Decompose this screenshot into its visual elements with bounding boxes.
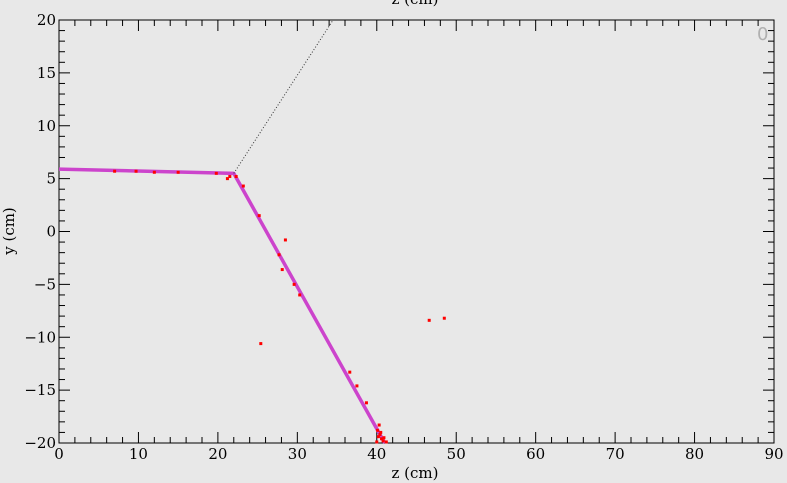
data-layer <box>58 19 446 444</box>
hit-point <box>152 170 156 174</box>
hit-point <box>380 437 384 441</box>
hit-point <box>384 440 388 444</box>
hit-point <box>214 171 218 175</box>
y-tick-label: −15 <box>24 381 56 399</box>
hit-point <box>442 316 446 320</box>
hit-point <box>113 169 117 173</box>
hit-point <box>364 401 368 405</box>
hit-point <box>376 435 380 439</box>
x-tick-label: 80 <box>685 445 704 463</box>
hit-point <box>376 428 380 432</box>
top-axis-title: z (cm) <box>392 0 439 8</box>
axis-ticks <box>58 19 775 444</box>
hit-point <box>259 342 263 346</box>
hit-point <box>257 214 261 218</box>
hit-point <box>427 318 431 322</box>
plot-frame <box>58 19 775 444</box>
x-tick-label: 50 <box>447 445 466 463</box>
hit-point <box>241 184 245 188</box>
y-tick-label: −5 <box>34 275 56 293</box>
hit-point <box>355 384 359 388</box>
hit-point <box>176 170 180 174</box>
y-tick-label: 5 <box>46 170 56 188</box>
y-tick-label: 0 <box>46 223 56 241</box>
axis-labels: 0 10 20 30 40 50 60 70 80 90 −20 −15 −10 −5 0 5 10 15 20 <box>24 11 783 463</box>
y-axis-title: y (cm) <box>0 207 18 256</box>
hit-point <box>280 268 284 272</box>
hit-point <box>348 370 352 374</box>
hit-point <box>379 430 383 434</box>
hit-point <box>292 282 296 286</box>
corner-label: 0 <box>757 24 768 45</box>
x-tick-label: 70 <box>606 445 625 463</box>
y-tick-label: 10 <box>37 117 56 135</box>
x-tick-label: 60 <box>526 445 545 463</box>
x-axis-title: z (cm) <box>392 464 439 482</box>
hit-point <box>234 175 238 179</box>
hit-point <box>283 238 287 242</box>
hit-point <box>298 293 302 297</box>
x-tick-label: 10 <box>129 445 148 463</box>
hit-point <box>277 253 281 257</box>
x-tick-label: 20 <box>208 445 227 463</box>
extrapolated-track-line <box>233 19 334 174</box>
y-tick-label: −10 <box>24 328 56 346</box>
y-tick-label: −20 <box>24 434 56 452</box>
y-tick-label: 20 <box>37 11 56 29</box>
y-tick-label: 15 <box>37 64 56 82</box>
hit-point <box>375 440 379 444</box>
hit-point <box>378 433 382 437</box>
x-tick-label: 90 <box>764 445 783 463</box>
x-tick-label: 0 <box>54 445 64 463</box>
hit-point <box>228 175 232 179</box>
hit-point <box>381 439 385 443</box>
hit-point <box>382 436 386 440</box>
x-tick-label: 40 <box>367 445 386 463</box>
hit-point <box>377 423 381 427</box>
x-tick-label: 30 <box>288 445 307 463</box>
hit-point <box>134 169 138 173</box>
hit-point <box>225 177 229 181</box>
plot-area <box>58 19 775 444</box>
